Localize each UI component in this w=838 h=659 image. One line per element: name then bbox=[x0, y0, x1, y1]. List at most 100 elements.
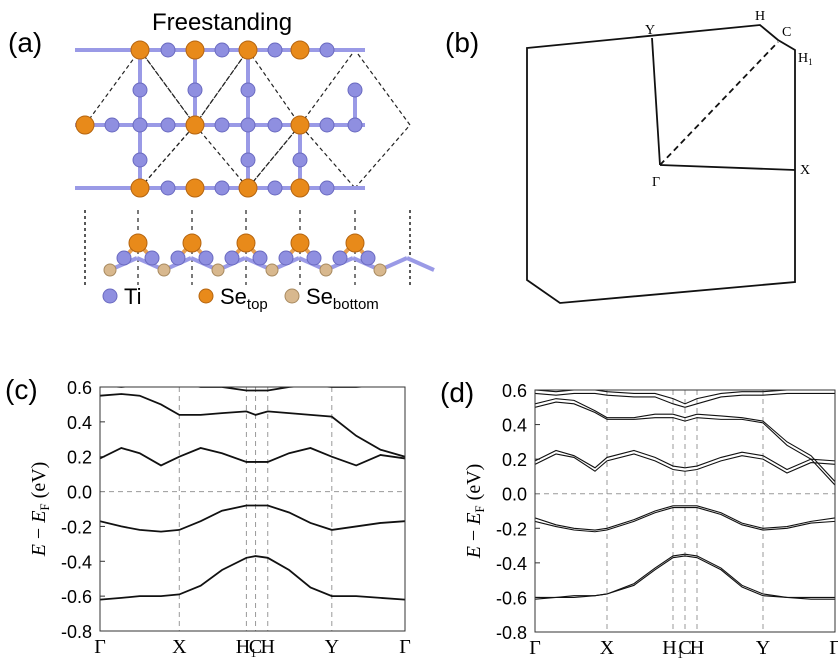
crystal-structure bbox=[75, 40, 435, 285]
y-tick-label: 0.4 bbox=[502, 416, 527, 436]
y-axis-label-part: E bbox=[463, 513, 485, 526]
y-axis-label-part: (eV) bbox=[28, 462, 50, 504]
zone-path bbox=[651, 37, 661, 166]
axis-frame bbox=[534, 389, 836, 633]
atom bbox=[345, 233, 365, 253]
cell-outline bbox=[299, 48, 411, 189]
atom bbox=[103, 263, 117, 277]
band-line bbox=[535, 555, 835, 600]
panel-label: (b) bbox=[445, 27, 479, 58]
atom bbox=[157, 263, 171, 277]
atom bbox=[104, 117, 120, 133]
y-axis-label: E − EF (eV) bbox=[28, 462, 52, 558]
atom bbox=[214, 180, 230, 196]
k-point-part: H bbox=[798, 51, 808, 66]
zone-path bbox=[659, 164, 796, 171]
atom bbox=[306, 250, 322, 266]
atom bbox=[278, 250, 294, 266]
y-tick-label: 0.6 bbox=[502, 381, 527, 401]
x-tick-label: C bbox=[249, 636, 262, 658]
band-line bbox=[535, 449, 835, 471]
y-tick-label: -0.2 bbox=[496, 519, 527, 539]
structure-legend: Ti Setop Sebottom bbox=[102, 284, 379, 313]
panel-label: (d) bbox=[440, 377, 474, 408]
atom bbox=[130, 40, 150, 60]
atom bbox=[319, 180, 335, 196]
band-line bbox=[100, 447, 405, 467]
atom bbox=[160, 42, 176, 58]
y-tick-label: -0.2 bbox=[61, 517, 92, 537]
x-tick-label: H bbox=[261, 636, 275, 658]
y-tick-label: 0.2 bbox=[502, 450, 527, 470]
k-point-label: X bbox=[800, 163, 810, 178]
y-axis-label-part: − bbox=[28, 523, 50, 544]
atom bbox=[267, 117, 283, 133]
y-axis-label-part: E bbox=[463, 546, 485, 559]
band-line bbox=[100, 504, 405, 533]
atom bbox=[224, 250, 240, 266]
k-point-sub: 1 bbox=[808, 57, 813, 67]
atom bbox=[144, 250, 160, 266]
y-axis-label-part: − bbox=[463, 525, 485, 546]
legend-label: Setop bbox=[220, 284, 268, 313]
band-line bbox=[110, 387, 369, 392]
band-line bbox=[535, 505, 835, 531]
atom bbox=[267, 180, 283, 196]
band-line bbox=[535, 453, 835, 474]
band-line bbox=[535, 392, 835, 408]
legend-swatch bbox=[284, 288, 300, 304]
atom bbox=[265, 263, 279, 277]
atom bbox=[238, 40, 258, 60]
atom bbox=[132, 117, 148, 133]
atom bbox=[238, 178, 258, 198]
atom bbox=[132, 152, 148, 168]
legend-label-sub: bottom bbox=[333, 296, 379, 313]
legend-label: Ti bbox=[124, 284, 142, 309]
band-line bbox=[100, 393, 405, 458]
y-axis-label-part: E bbox=[28, 511, 50, 524]
y-tick-label: 0.0 bbox=[67, 483, 92, 503]
atom bbox=[182, 233, 202, 253]
cell-outline bbox=[139, 124, 249, 189]
atom bbox=[185, 40, 205, 60]
y-tick-label: -0.4 bbox=[61, 552, 92, 572]
axis-frame bbox=[99, 386, 406, 632]
legend-label-sub: top bbox=[247, 296, 268, 313]
atom bbox=[160, 180, 176, 196]
x-tick-label: Γ bbox=[399, 636, 411, 658]
atom bbox=[185, 115, 205, 135]
k-point-label: C bbox=[782, 25, 791, 40]
atom bbox=[347, 117, 363, 133]
atom bbox=[128, 233, 148, 253]
atom bbox=[290, 178, 310, 198]
legend-label-part: Se bbox=[306, 284, 333, 309]
atom bbox=[185, 178, 205, 198]
x-tick-label: H₁ bbox=[236, 636, 257, 658]
atom bbox=[360, 250, 376, 266]
x-tick-label: X bbox=[600, 637, 615, 659]
atom bbox=[116, 250, 132, 266]
atom bbox=[160, 117, 176, 133]
atom bbox=[75, 115, 95, 135]
y-tick-label: -0.6 bbox=[61, 587, 92, 607]
atom bbox=[290, 115, 310, 135]
x-tick-label: X bbox=[172, 636, 187, 658]
atom bbox=[267, 42, 283, 58]
atom bbox=[332, 250, 348, 266]
y-axis-label-part: (eV) bbox=[463, 464, 485, 506]
brillouin-zone bbox=[526, 24, 796, 304]
y-tick-label: -0.8 bbox=[496, 623, 527, 643]
atom bbox=[373, 263, 387, 277]
atom bbox=[347, 82, 363, 98]
atom bbox=[292, 152, 308, 168]
band-line bbox=[535, 398, 835, 482]
y-axis-label-part: E bbox=[28, 544, 50, 557]
legend-label-part: Se bbox=[220, 284, 247, 309]
cell-outline bbox=[194, 48, 301, 189]
band-line bbox=[535, 401, 835, 486]
zone-path bbox=[659, 41, 779, 166]
x-tick-label: H bbox=[690, 637, 704, 659]
atom bbox=[170, 250, 186, 266]
